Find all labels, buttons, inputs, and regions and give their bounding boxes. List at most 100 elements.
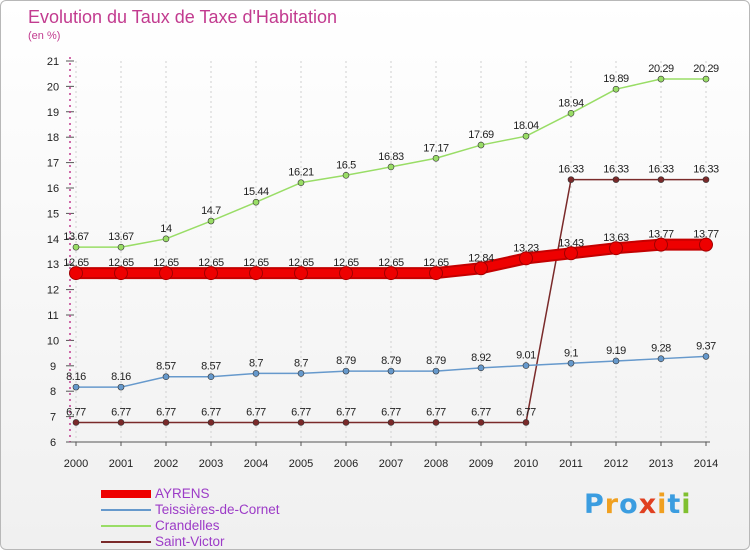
legend-label-ayrens: AYRENS	[155, 486, 210, 501]
data-label-teissieres-de-cornet: 8.57	[201, 361, 221, 373]
y-tick-label: 18	[47, 132, 59, 144]
data-point-saint-victor	[567, 176, 575, 183]
x-tick-label: 2012	[604, 458, 628, 470]
legend-swatch-teissieres-de-cornet	[101, 509, 151, 511]
data-point-ayrens	[384, 266, 398, 281]
data-label-crandelles: 14.7	[201, 205, 221, 217]
x-tick-label: 2001	[109, 458, 133, 470]
data-point-saint-victor	[432, 419, 440, 426]
data-label-crandelles: 18.04	[513, 120, 539, 132]
data-label-saint-victor: 6.77	[156, 406, 176, 418]
data-label-ayrens: 13.43	[558, 237, 584, 249]
data-point-crandelles	[612, 85, 620, 93]
data-point-ayrens	[114, 266, 128, 281]
data-label-crandelles: 18.94	[558, 97, 584, 109]
logo-letter: i	[657, 489, 668, 520]
data-label-teissieres-de-cornet: 8.79	[336, 355, 356, 367]
data-label-crandelles: 14	[160, 223, 172, 235]
y-tick-label: 9	[50, 361, 56, 373]
data-label-teissieres-de-cornet: 9.28	[651, 343, 671, 355]
data-label-teissieres-de-cornet: 9.37	[696, 340, 716, 352]
data-point-ayrens	[339, 266, 353, 281]
data-label-teissieres-de-cornet: 9.19	[606, 345, 626, 357]
data-point-teissieres-de-cornet	[162, 373, 170, 381]
data-point-teissieres-de-cornet	[207, 373, 215, 381]
data-point-ayrens	[159, 266, 173, 281]
data-point-teissieres-de-cornet	[72, 383, 80, 391]
x-tick-label: 2010	[514, 458, 538, 470]
data-point-saint-victor	[162, 419, 170, 426]
data-point-teissieres-de-cornet	[477, 364, 485, 372]
data-point-teissieres-de-cornet	[117, 383, 125, 391]
legend-label-saint-victor: Saint-Victor	[155, 534, 225, 549]
y-tick-label: 10	[47, 335, 59, 347]
data-point-crandelles	[297, 179, 305, 186]
data-label-ayrens: 12.84	[468, 252, 494, 264]
data-point-teissieres-de-cornet	[387, 367, 395, 375]
y-tick-label: 11	[47, 310, 58, 322]
data-point-ayrens	[699, 237, 713, 252]
data-point-ayrens	[474, 261, 488, 276]
logo-letter: x	[638, 489, 658, 520]
data-point-saint-victor	[117, 419, 125, 426]
data-point-saint-victor	[387, 419, 395, 426]
data-point-saint-victor	[207, 419, 215, 426]
data-label-crandelles: 16.5	[336, 159, 356, 171]
data-point-ayrens	[294, 266, 308, 281]
data-point-crandelles	[252, 198, 260, 206]
y-tick-label: 8	[50, 386, 56, 398]
logo-letter: t	[667, 489, 682, 520]
data-point-crandelles	[162, 235, 170, 243]
data-point-crandelles	[117, 243, 125, 251]
data-label-saint-victor: 6.77	[471, 406, 491, 418]
data-label-crandelles: 13.67	[63, 231, 89, 243]
data-label-teissieres-de-cornet: 8.79	[426, 355, 446, 367]
data-label-teissieres-de-cornet: 9.01	[516, 350, 536, 362]
data-point-crandelles	[342, 172, 350, 179]
data-point-crandelles	[522, 132, 530, 140]
data-label-saint-victor: 6.77	[336, 406, 356, 418]
logo-letter: i	[681, 489, 692, 520]
y-axis-unit-label: (en %)	[28, 30, 61, 42]
data-label-saint-victor: 6.77	[291, 406, 311, 418]
x-tick-label: 2002	[154, 458, 178, 470]
data-point-teissieres-de-cornet	[522, 362, 530, 369]
y-tick-label: 7	[50, 412, 56, 424]
legend-swatch-ayrens	[101, 490, 151, 498]
data-point-crandelles	[702, 75, 710, 83]
data-label-saint-victor: 6.77	[111, 406, 131, 418]
data-point-saint-victor	[702, 176, 710, 183]
data-label-saint-victor: 16.33	[648, 164, 674, 176]
data-point-ayrens	[654, 237, 668, 252]
data-label-ayrens: 12.65	[63, 257, 89, 269]
y-tick-label: 21	[47, 56, 59, 68]
data-point-crandelles	[432, 154, 440, 162]
data-label-ayrens: 12.65	[333, 257, 359, 269]
data-point-saint-victor	[252, 419, 260, 426]
legend-label-teissieres-de-cornet: Teissières-de-Cornet	[155, 502, 280, 517]
data-label-saint-victor: 16.33	[693, 164, 719, 176]
data-label-ayrens: 12.65	[378, 257, 404, 269]
data-label-saint-victor: 16.33	[603, 164, 629, 176]
data-label-saint-victor: 6.77	[381, 406, 401, 418]
legend-swatch-saint-victor	[101, 541, 151, 543]
data-label-crandelles: 13.67	[108, 231, 134, 243]
y-tick-label: 15	[47, 208, 59, 220]
x-tick-label: 2013	[649, 458, 673, 470]
data-label-crandelles: 15.44	[243, 186, 269, 198]
data-label-ayrens: 13.23	[513, 242, 539, 254]
data-point-crandelles	[387, 163, 395, 171]
data-point-ayrens	[204, 266, 218, 281]
data-point-saint-victor	[657, 176, 665, 183]
data-label-teissieres-de-cornet: 8.92	[471, 352, 491, 364]
data-point-saint-victor	[297, 419, 305, 426]
data-label-ayrens: 12.65	[288, 257, 314, 269]
data-point-teissieres-de-cornet	[252, 370, 260, 377]
legend-label-crandelles: Crandelles	[155, 518, 220, 533]
data-label-ayrens: 12.65	[108, 257, 134, 269]
proxiti-logo: Proxiti	[584, 489, 692, 520]
data-label-ayrens: 12.65	[243, 257, 269, 269]
data-label-crandelles: 17.17	[423, 142, 449, 154]
